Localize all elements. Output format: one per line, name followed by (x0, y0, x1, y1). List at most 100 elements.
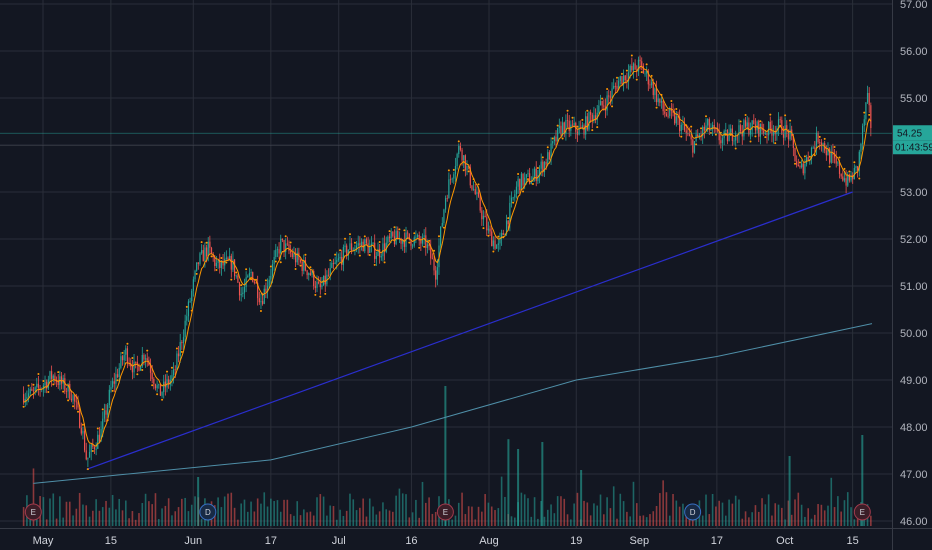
candle (768, 121, 770, 141)
candle-body (863, 119, 865, 126)
candle-body (512, 197, 514, 199)
signal-dot (581, 118, 584, 121)
candle-body (721, 138, 724, 144)
candle-body (402, 240, 404, 244)
current-price-value: 54.25 (897, 128, 922, 139)
candle (677, 111, 679, 125)
signal-dot (52, 383, 55, 386)
candle-body (331, 263, 333, 269)
candle-body (230, 255, 232, 270)
time-axis[interactable]: May 15 Jun 17 Jul 16 Aug 19 Sep 17 Oct 15 (33, 535, 859, 547)
candle-body (487, 228, 490, 231)
candle-body (482, 215, 485, 220)
candle (710, 123, 712, 131)
candle-body (383, 243, 386, 252)
signal-dot (166, 370, 169, 373)
volume-bar (629, 516, 631, 526)
volume-bar (326, 515, 328, 526)
candle-body (49, 371, 51, 380)
candle-body (550, 143, 552, 160)
candle-body (772, 131, 775, 136)
signal-dot (205, 241, 208, 244)
candle (171, 369, 173, 387)
candle (674, 108, 676, 126)
candle (609, 90, 612, 106)
candle-body (753, 120, 755, 125)
volume-bar (761, 498, 763, 526)
candle-body (186, 316, 188, 321)
volume-bar (497, 508, 500, 526)
volume-bar (682, 503, 684, 526)
candle (707, 118, 709, 133)
candle (133, 353, 135, 379)
candle-body (174, 369, 176, 371)
signal-dot (225, 261, 228, 264)
candle-body (247, 275, 249, 278)
signal-dot (571, 116, 574, 119)
volume-bar (164, 505, 167, 526)
candle (27, 387, 30, 403)
signal-dot (526, 178, 529, 181)
signal-dot (195, 272, 198, 275)
volume-bar (296, 501, 299, 526)
candle-body (454, 166, 457, 175)
candle-body (270, 275, 272, 280)
candle (290, 244, 292, 258)
earnings-marker-circle (436, 503, 454, 521)
candle-body (365, 239, 368, 244)
candle (725, 122, 727, 133)
signal-dot (151, 384, 154, 387)
candle-body (319, 283, 321, 288)
signal-dot (813, 154, 816, 157)
signal-dot (823, 137, 826, 140)
volume-bar (62, 517, 64, 526)
signal-dot (413, 232, 416, 235)
candle (814, 141, 816, 154)
candle (161, 391, 163, 398)
signal-dot (576, 125, 579, 128)
volume-bar (708, 514, 711, 526)
signal-dot (200, 241, 203, 244)
volume-bar (306, 512, 308, 526)
candle-body (336, 260, 338, 263)
candle (380, 253, 382, 261)
signal-dot (294, 267, 297, 270)
candle-body (669, 108, 671, 117)
candle (855, 165, 857, 174)
candle (772, 125, 775, 144)
candle-body (306, 270, 308, 276)
signal-dot (161, 398, 164, 401)
volume-bar (372, 506, 374, 526)
signal-dot (843, 167, 846, 170)
candle-body (332, 263, 335, 264)
signal-dot (759, 120, 762, 123)
volume-bar (659, 493, 661, 526)
signal-dot (67, 399, 70, 402)
volume-bar (665, 492, 668, 526)
candle-body (492, 240, 494, 247)
candle-body (151, 372, 153, 379)
candle-body (222, 260, 224, 266)
candle-body (245, 277, 247, 287)
candle (853, 164, 855, 180)
dividend-marker: D (199, 503, 217, 521)
signal-dot (86, 468, 89, 471)
signal-dot (62, 390, 65, 393)
volume-bar (85, 505, 88, 526)
volume-bar (711, 493, 714, 526)
candle-body (568, 120, 570, 131)
candle (744, 116, 747, 129)
volume-bar (171, 515, 173, 526)
candle-body (52, 375, 54, 379)
candle-body (44, 381, 46, 386)
candle (835, 150, 837, 168)
volume-bar (856, 513, 859, 526)
signal-dot (531, 182, 534, 185)
candle (512, 196, 514, 201)
volume-bar (830, 477, 833, 526)
candle (675, 110, 677, 127)
volume-bar (678, 506, 681, 526)
candle-body (608, 95, 610, 97)
